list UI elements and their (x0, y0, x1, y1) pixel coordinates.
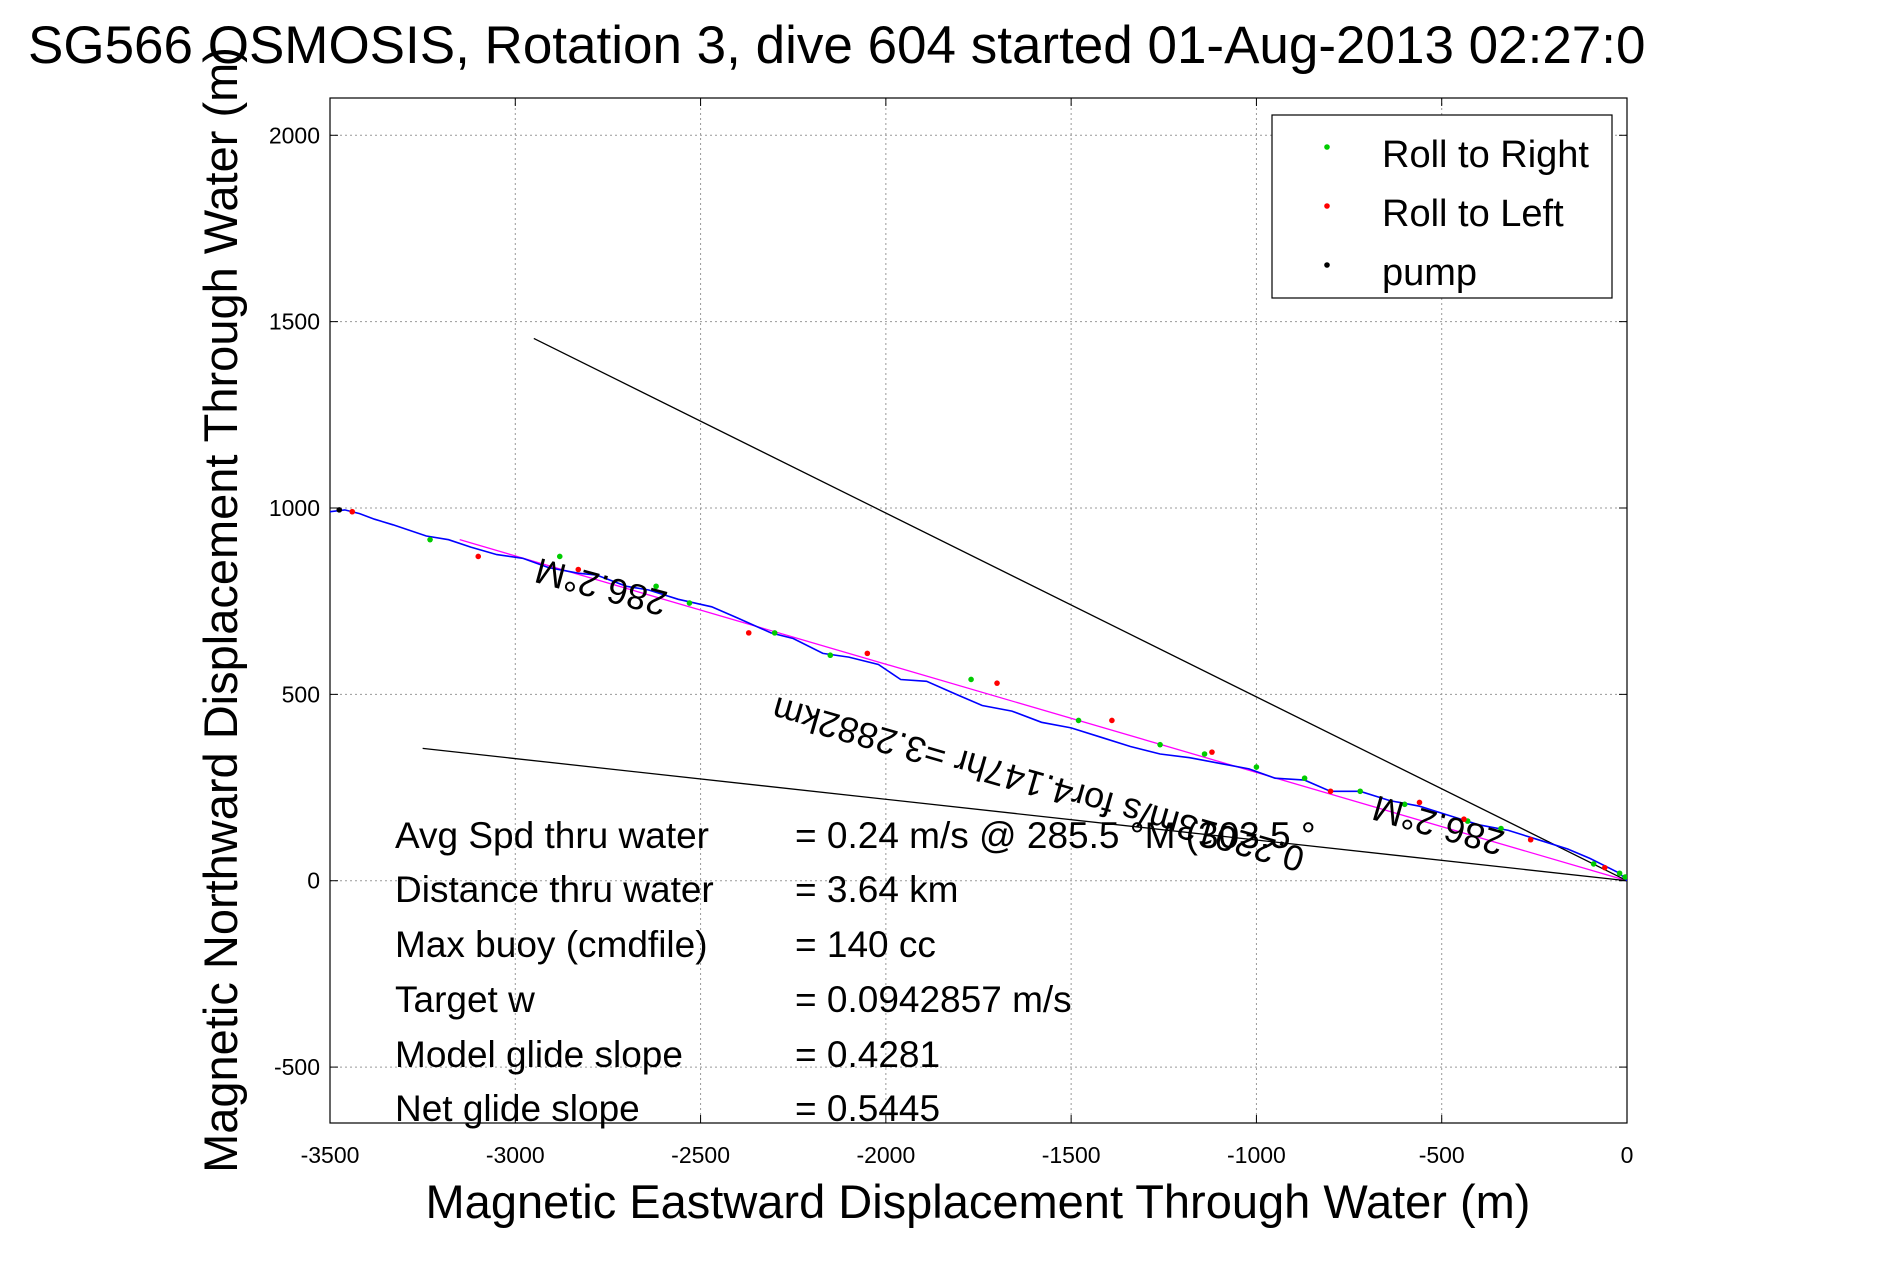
point-roll-to-left (745, 630, 752, 636)
point-roll-to-left (349, 508, 356, 515)
y-tick-label: 500 (282, 681, 320, 707)
point-roll-to-right (1201, 751, 1208, 757)
point-roll-to-right (1357, 788, 1363, 795)
stat-label: Avg Spd thru water (395, 815, 709, 856)
stat-value: = 140 cc (795, 924, 936, 965)
stat-label: Max buoy (cmdfile) (395, 924, 708, 965)
envelope-lower (422, 747, 1627, 882)
axis-ticks: -3500 -3000 -2500 -2000 -1500 -1000 -500 0 -500 0… (269, 98, 1634, 1168)
stat-value: = 0.24 m/s @ 285.5 °M (303.5 ° (795, 815, 1316, 856)
point-roll-to-right (827, 652, 834, 659)
point-roll-to-right (1590, 861, 1597, 867)
point-roll-to-left (475, 553, 482, 560)
point-roll-to-left (1209, 749, 1215, 755)
point-roll-to-left (1416, 799, 1423, 806)
x-tick-label: -2500 (671, 1142, 730, 1168)
heading-line (459, 539, 1627, 882)
stat-value: = 0.0942857 m/s (795, 979, 1072, 1020)
point-roll-to-left (1327, 788, 1334, 795)
envelope-upper (533, 337, 1627, 882)
y-tick-label: 0 (307, 868, 320, 894)
stat-value: = 0.4281 (795, 1034, 940, 1075)
stat-label: Distance thru water (395, 869, 714, 910)
point-roll-to-right (968, 676, 974, 683)
x-axis-label: Magnetic Eastward Displacement Through W… (426, 1175, 1531, 1228)
point-roll-to-left (864, 650, 871, 657)
x-tick-label: -3500 (301, 1142, 360, 1168)
y-tick-label: -500 (274, 1054, 320, 1080)
stat-label: Target w (395, 979, 535, 1020)
y-tick-label: 1500 (269, 309, 320, 335)
stat-value: = 0.5445 (795, 1088, 940, 1129)
point-roll-to-right (1498, 825, 1504, 832)
stat-label: Model glide slope (395, 1034, 683, 1075)
y-tick-label: 1000 (269, 495, 320, 521)
point-roll-to-right (686, 600, 693, 606)
x-tick-label: -1000 (1227, 1142, 1286, 1168)
legend-label: pump (1382, 252, 1477, 294)
x-tick-label: -3000 (486, 1142, 545, 1168)
plot-clipped (330, 337, 1627, 882)
point-roll-to-right (1622, 874, 1627, 880)
stat-value: = 3.64 km (795, 869, 959, 910)
chart-title: SG566 OSMOSIS, Rotation 3, dive 604 star… (28, 16, 1645, 75)
point-roll-to-right (1616, 870, 1623, 877)
point-roll-to-left (1461, 816, 1467, 823)
legend-marker (1324, 262, 1330, 268)
point-roll-to-right (771, 630, 778, 636)
legend: Roll to Right Roll to Left pump (1271, 114, 1613, 299)
point-roll-to-right (1157, 741, 1163, 748)
legend-marker (1324, 144, 1330, 150)
legend-label: Roll to Left (1382, 193, 1564, 235)
stat-label: Net glide slope (395, 1088, 640, 1129)
point-roll-to-right (556, 553, 563, 560)
point-roll-to-right (1075, 717, 1082, 724)
stats-block: Avg Spd thru water = 0.24 m/s @ 285.5 °M … (395, 815, 1316, 1129)
x-tick-label: 0 (1621, 1142, 1634, 1168)
legend-label: Roll to Right (1382, 134, 1589, 176)
point-pump (336, 507, 343, 513)
x-tick-label: -500 (1419, 1142, 1465, 1168)
point-roll-to-left (994, 680, 1000, 686)
point-roll-to-right (1401, 801, 1408, 808)
point-roll-to-left (575, 566, 582, 573)
point-roll-to-right (427, 536, 433, 543)
y-axis-label: Magnetic Northward Displacement Through … (194, 47, 247, 1173)
point-roll-to-left (1601, 864, 1608, 871)
point-roll-to-right (1253, 764, 1260, 770)
point-roll-to-right (653, 583, 659, 590)
x-tick-label: -2000 (856, 1142, 915, 1168)
x-tick-label: -1500 (1042, 1142, 1101, 1168)
axes-box (329, 97, 1628, 1124)
point-roll-to-left (1109, 717, 1115, 724)
legend-marker (1324, 203, 1330, 209)
y-tick-label: 2000 (269, 122, 320, 148)
track-line (330, 509, 1627, 882)
point-roll-to-left (1527, 836, 1534, 843)
point-roll-to-right (1301, 775, 1308, 782)
